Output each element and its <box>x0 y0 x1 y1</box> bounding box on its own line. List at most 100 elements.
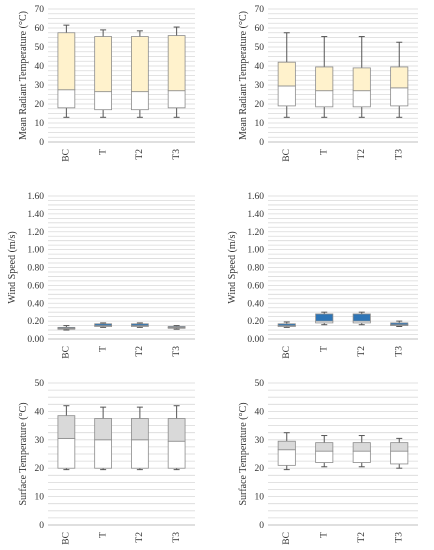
y-tick-label: 0 <box>259 138 264 148</box>
y-tick-label: 1.00 <box>27 246 44 256</box>
y-tick-label: 60 <box>255 24 265 34</box>
y-tick-label: 50 <box>255 43 265 53</box>
box-upper-T3 <box>167 326 186 328</box>
box-upper-T3 <box>390 66 409 89</box>
y-tick-label: 1.40 <box>27 210 44 220</box>
box-upper-BC <box>57 326 76 329</box>
x-tick-label-T: T <box>98 532 108 538</box>
box-upper-BC <box>277 61 296 87</box>
x-tick-label-BC: BC <box>62 149 72 162</box>
chart-panel-1: 0 10 20 30 40 50 60 70 Mean Radiant Temperature … <box>18 5 195 162</box>
y-tick-label: 1.20 <box>27 228 44 238</box>
x-tick-label-T2: T2 <box>135 532 145 543</box>
box-lower-T2 <box>352 90 371 108</box>
box-lower-BC <box>277 85 296 107</box>
box-lower-T <box>315 90 334 108</box>
chart-panel-3: 0.00 0.20 0.40 0.60 0.80 1.00 1.20 1.40 1.60 Wind… <box>7 192 195 359</box>
box-upper-BC <box>277 440 296 451</box>
box-lower-T3 <box>167 90 186 109</box>
y-tick-label: 40 <box>35 407 45 417</box>
x-tick-label-BC: BC <box>62 532 72 545</box>
y-tick-label: 20 <box>35 464 45 474</box>
box-upper-T <box>94 418 112 441</box>
y-tick-label: 1.00 <box>247 246 264 256</box>
chart-panel-2: 0 10 20 30 40 50 60 70 Mean Radiant Temperature … <box>238 5 418 162</box>
box-lower-BC <box>57 437 76 469</box>
y-tick-label: 70 <box>35 5 45 15</box>
y-tick-label: 0.60 <box>247 281 264 291</box>
box-upper-BC <box>57 32 76 91</box>
y-tick-label: 0.80 <box>27 264 44 274</box>
box-upper-T2 <box>352 313 371 322</box>
y-tick-label: 40 <box>255 62 265 72</box>
y-tick-label: 30 <box>255 81 265 91</box>
y-tick-label: 30 <box>35 81 45 91</box>
box-upper-T3 <box>390 322 409 326</box>
y-tick-label: 60 <box>35 24 45 34</box>
box-upper-T <box>315 66 334 92</box>
x-tick-label-T2: T2 <box>357 149 367 160</box>
y-tick-label: 0 <box>39 521 44 531</box>
x-tick-label-T2: T2 <box>135 346 145 357</box>
y-axis-label: Surface Temperature (°C) <box>238 402 249 505</box>
y-tick-label: 20 <box>35 100 45 110</box>
y-tick-label: 0 <box>39 138 44 148</box>
y-tick-label: 0.00 <box>247 335 264 345</box>
box-lower-T3 <box>390 87 409 107</box>
y-tick-label: 10 <box>255 493 265 503</box>
box-upper-T3 <box>390 442 409 452</box>
box-lower-T <box>315 450 334 463</box>
y-tick-label: 0.20 <box>27 317 44 327</box>
y-tick-label: 1.60 <box>27 192 44 202</box>
box-lower-T3 <box>167 440 186 469</box>
box-lower-T <box>94 439 112 469</box>
x-tick-label-T3: T3 <box>172 346 182 357</box>
box-upper-BC <box>57 415 76 439</box>
x-tick-label-BC: BC <box>282 346 292 359</box>
chart-panel-5: 0 10 20 30 40 50 Surface Temperature (°C) BC T T2… <box>18 379 195 545</box>
box-lower-BC <box>57 89 76 109</box>
box-upper-T2 <box>131 323 149 326</box>
y-tick-label: 20 <box>255 464 265 474</box>
box-upper-BC <box>277 323 296 326</box>
box-upper-T3 <box>167 35 186 92</box>
box-upper-T2 <box>352 67 371 92</box>
y-tick-label: 1.60 <box>247 192 264 202</box>
x-tick-label-T: T <box>98 149 108 155</box>
y-tick-label: 10 <box>255 119 265 129</box>
box-lower-T2 <box>352 450 371 463</box>
y-tick-label: 1.40 <box>247 210 264 220</box>
box-upper-T2 <box>131 36 149 93</box>
y-tick-label: 0 <box>259 521 264 531</box>
y-tick-label: 30 <box>255 436 265 446</box>
box-upper-T2 <box>352 442 371 452</box>
y-tick-label: 70 <box>255 5 265 15</box>
x-tick-label-T3: T3 <box>394 149 404 160</box>
y-tick-label: 30 <box>35 436 45 446</box>
x-tick-label-T2: T2 <box>357 346 367 357</box>
x-tick-label-T: T <box>319 532 329 538</box>
y-tick-label: 10 <box>35 493 45 503</box>
box-upper-T <box>94 323 112 326</box>
x-tick-label-T3: T3 <box>394 532 404 543</box>
y-tick-label: 40 <box>255 407 265 417</box>
y-axis-label: Wind Speed (m/s) <box>7 231 18 303</box>
y-axis-label: Surface Temperature (°C) <box>18 402 29 505</box>
y-tick-label: 0.40 <box>247 299 264 309</box>
x-tick-label-T3: T3 <box>394 346 404 357</box>
y-tick-label: 0.20 <box>247 317 264 327</box>
y-tick-label: 0.80 <box>247 264 264 274</box>
y-tick-label: 50 <box>255 379 265 389</box>
y-tick-label: 50 <box>35 379 45 389</box>
y-tick-label: 1.20 <box>247 228 264 238</box>
y-tick-label: 20 <box>255 100 265 110</box>
x-tick-label-T: T <box>319 346 329 352</box>
box-upper-T3 <box>167 418 186 442</box>
box-upper-T <box>315 442 334 452</box>
x-tick-label-T: T <box>98 346 108 352</box>
box-upper-T <box>94 36 112 93</box>
y-tick-label: 50 <box>35 43 45 53</box>
y-axis-label: Mean Radiant Temperature (°C) <box>18 11 29 140</box>
y-tick-label: 10 <box>35 119 45 129</box>
x-tick-label-BC: BC <box>282 149 292 162</box>
